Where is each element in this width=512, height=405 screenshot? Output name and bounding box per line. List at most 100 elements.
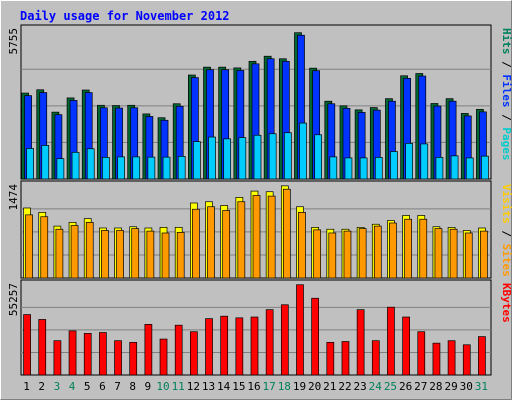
day-label-18: 18	[278, 380, 291, 393]
day-label-24: 24	[369, 380, 383, 393]
day-label-5: 5	[84, 380, 91, 393]
bar-kbytes-kbytes-14	[220, 315, 229, 376]
bar-kbytes-kbytes-10	[159, 338, 168, 376]
bar-visits-sites-sites-18	[282, 188, 291, 279]
bar-visits-sites-sites-2	[40, 216, 49, 279]
bar-kbytes-kbytes-17	[265, 309, 274, 376]
bar-visits-sites-sites-24	[373, 225, 382, 279]
bar-visits-sites-sites-13	[207, 206, 215, 279]
bar-visits-sites-sites-21	[328, 232, 337, 279]
bar-visits-sites-sites-1	[25, 214, 33, 279]
bar-hits-files-pages-pages-7	[117, 156, 125, 180]
bar-visits-sites-sites-17	[267, 195, 276, 279]
bar-hits-files-pages-pages-5	[86, 148, 95, 180]
bar-visits-sites-sites-14	[222, 210, 231, 279]
bar-hits-files-pages-pages-2	[41, 145, 50, 180]
bar-kbytes-kbytes-30	[462, 344, 471, 376]
bar-hits-files-pages-pages-20	[314, 134, 322, 180]
bar-hits-files-pages-pages-16	[253, 134, 262, 180]
legend-label-hits: Hits	[500, 28, 512, 55]
bar-kbytes-kbytes-22	[341, 341, 350, 376]
bar-visits-sites-sites-5	[85, 222, 94, 279]
day-label-19: 19	[293, 380, 306, 393]
day-label-29: 29	[444, 380, 457, 393]
legend-label-files: Files	[500, 74, 512, 107]
day-label-20: 20	[308, 380, 321, 393]
bar-kbytes-kbytes-16	[250, 316, 259, 376]
legend-separator: /	[500, 224, 512, 244]
legend-label-visits: Visits	[500, 184, 512, 224]
series-legend-kbytes: KBytes	[500, 283, 512, 323]
day-label-12: 12	[187, 380, 200, 393]
bar-visits-sites-sites-15	[237, 201, 246, 279]
day-label-6: 6	[99, 380, 106, 393]
bar-kbytes-kbytes-2	[38, 319, 47, 376]
bar-kbytes-kbytes-3	[53, 340, 62, 376]
bar-hits-files-pages-pages-18	[283, 132, 292, 180]
bar-visits-sites-sites-12	[192, 208, 200, 279]
bar-kbytes-kbytes-27	[417, 331, 426, 376]
bar-hits-files-pages-pages-10	[162, 156, 171, 180]
bar-hits-files-pages-pages-30	[465, 157, 474, 180]
bar-hits-files-pages-pages-14	[223, 138, 232, 180]
bar-hits-files-pages-pages-31	[481, 155, 489, 180]
bar-visits-sites-sites-31	[480, 230, 488, 279]
bar-hits-files-pages-pages-22	[344, 157, 353, 180]
bar-kbytes-kbytes-28	[432, 342, 441, 376]
day-label-1: 1	[23, 380, 30, 393]
scale-label-hits-files-pages: 5755	[7, 28, 20, 55]
day-label-25: 25	[384, 380, 397, 393]
bar-visits-sites-sites-16	[252, 195, 261, 279]
bar-hits-files-pages-pages-19	[299, 122, 307, 180]
bar-hits-files-pages-pages-15	[238, 137, 247, 180]
bar-kbytes-kbytes-18	[280, 304, 289, 376]
day-label-30: 30	[460, 380, 473, 393]
bar-visits-sites-sites-27	[419, 218, 428, 279]
series-legend-hits-files-pages: Hits / Files / Pages	[500, 28, 512, 161]
bar-hits-files-pages-pages-17	[268, 133, 277, 180]
bar-kbytes-kbytes-15	[235, 317, 244, 376]
bar-kbytes-kbytes-21	[326, 341, 335, 376]
day-label-2: 2	[38, 380, 45, 393]
bar-hits-files-pages-pages-29	[450, 155, 459, 180]
bar-hits-files-pages-pages-1	[26, 148, 34, 180]
bar-kbytes-kbytes-5	[83, 333, 92, 376]
scale-label-kbytes: 55257	[7, 283, 20, 316]
bar-visits-sites-sites-9	[146, 230, 155, 279]
bar-hits-files-pages-pages-3	[56, 158, 65, 180]
day-label-14: 14	[217, 380, 231, 393]
bar-hits-files-pages-pages-23	[359, 157, 368, 180]
day-label-3: 3	[54, 380, 61, 393]
bar-hits-files-pages-pages-21	[329, 156, 338, 180]
bar-hits-files-pages-pages-6	[102, 157, 110, 180]
bar-visits-sites-sites-11	[176, 232, 185, 279]
bar-visits-sites-sites-26	[404, 218, 412, 279]
bar-visits-sites-sites-22	[343, 230, 352, 279]
chart-title: Daily usage for November 2012	[20, 9, 230, 23]
bar-visits-sites-sites-20	[313, 229, 321, 279]
bar-kbytes-kbytes-24	[371, 340, 380, 376]
bar-visits-sites-sites-7	[116, 230, 124, 279]
bar-visits-sites-sites-8	[131, 228, 140, 279]
bar-visits-sites-sites-23	[358, 228, 367, 279]
legend-label-kbytes: KBytes	[500, 283, 512, 323]
bar-visits-sites-sites-6	[101, 230, 109, 279]
bar-kbytes-kbytes-13	[205, 318, 213, 376]
bar-hits-files-pages-pages-28	[435, 157, 444, 180]
bar-hits-files-pages-pages-11	[177, 156, 186, 180]
bar-visits-sites-sites-19	[298, 212, 306, 279]
bar-visits-sites-sites-28	[434, 228, 443, 279]
day-label-11: 11	[172, 380, 185, 393]
bar-kbytes-kbytes-4	[68, 330, 77, 376]
day-label-28: 28	[429, 380, 442, 393]
day-label-17: 17	[263, 380, 276, 393]
day-label-7: 7	[114, 380, 121, 393]
bar-hits-files-pages-pages-25	[390, 151, 398, 180]
bar-kbytes-kbytes-6	[99, 332, 107, 376]
bar-visits-sites-sites-25	[389, 222, 397, 279]
legend-separator: /	[500, 108, 512, 128]
bar-kbytes-kbytes-25	[387, 306, 395, 376]
bar-visits-sites-sites-4	[70, 225, 79, 279]
